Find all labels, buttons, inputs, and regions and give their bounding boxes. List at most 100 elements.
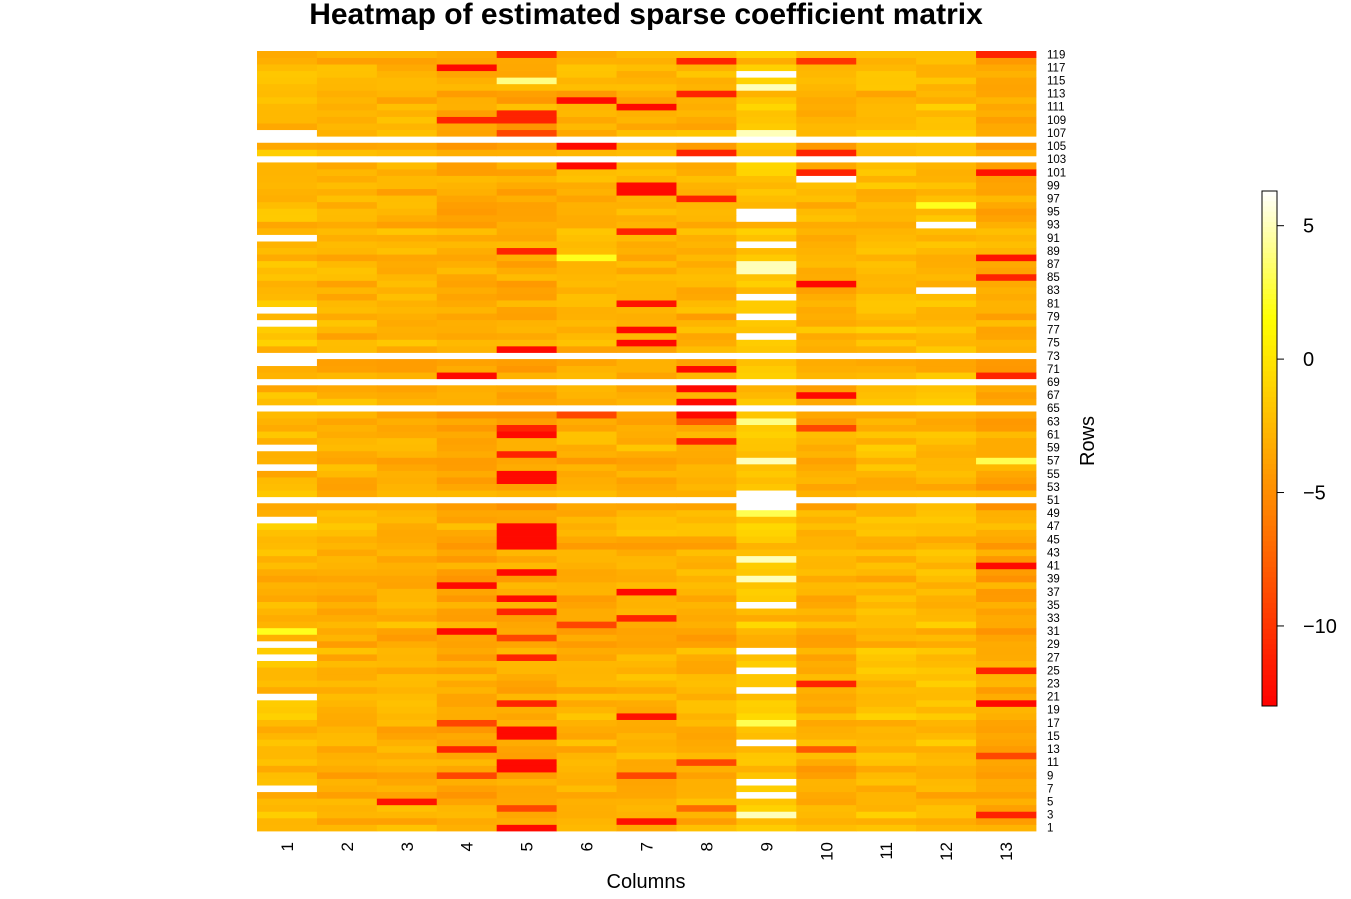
heatmap-cell [257,51,318,58]
heatmap-cell [856,713,917,720]
heatmap-cell [257,234,318,242]
heatmap-cell [976,824,1037,832]
heatmap-cell [676,64,737,72]
heatmap-cell [616,667,677,675]
heatmap-cell [556,581,617,589]
heatmap-cell [856,123,917,131]
heatmap-cell [976,306,1037,314]
heatmap-cell [676,595,737,602]
heatmap-cell [976,319,1037,327]
colorbar-swatch [1262,603,1277,609]
colorbar-swatch [1262,561,1277,568]
x-tick-label: 5 [518,842,537,851]
heatmap-cell [796,542,857,550]
heatmap-cell [916,726,977,734]
heatmap-cell [376,168,438,176]
heatmap-cell [496,772,558,779]
heatmap-cell [436,175,498,183]
heatmap-cell [496,568,558,576]
heatmap-cell [676,765,737,773]
heatmap-cell [556,824,617,832]
heatmap-cell [856,804,917,812]
heatmap-cell [616,706,677,714]
heatmap-cell [856,306,917,314]
heatmap-cell [376,752,438,760]
colorbar-border [1261,190,1278,707]
heatmap-cell [436,418,498,426]
heatmap-cell [257,129,318,137]
heatmap-cell [616,83,677,91]
y-tick-label: 93 [1047,220,1060,232]
heatmap-cell [257,516,318,524]
heatmap-cell [316,332,378,340]
heatmap-cell [616,555,677,563]
heatmap-cell [616,640,677,648]
heatmap-cell [436,509,498,517]
heatmap-cell [257,227,318,235]
heatmap-cell [736,90,797,98]
heatmap-cell [556,332,617,340]
heatmap-cell [376,575,438,583]
heatmap-cell [257,319,318,327]
heatmap-cell [436,686,498,694]
heatmap-cell [257,706,318,714]
heatmap-cell [856,142,917,150]
y-tick-label: 11 [1047,757,1059,769]
heatmap-cell [976,437,1037,445]
heatmap-cell [316,51,378,58]
heatmap-cell [676,522,737,530]
heatmap-cell [316,359,378,367]
heatmap-cell [556,345,617,353]
heatmap-cell [676,418,737,426]
heatmap-cell [916,450,977,458]
heatmap-cell [496,608,558,616]
heatmap-cell [316,673,378,681]
colorbar-swatch [1262,242,1277,249]
heatmap-cell [676,575,737,583]
heatmap-cell [376,667,438,675]
heatmap-cell [496,817,558,825]
heatmap-cell [856,149,917,157]
heatmap-cell [376,411,438,419]
heatmap-cell [976,51,1037,58]
heatmap-cell [856,254,917,262]
heatmap-cell [676,116,737,124]
heatmap-cell [856,90,917,98]
colorbar-swatch [1262,525,1277,532]
heatmap-cell [736,319,797,327]
heatmap-cell [376,319,438,327]
heatmap-cell [436,817,498,825]
heatmap-cell [496,824,558,832]
colorbar-swatch [1262,520,1277,527]
heatmap-cell [556,116,617,124]
x-tick-label: 12 [937,842,956,861]
heatmap-cell [376,313,438,321]
heatmap-cell [616,529,677,537]
heatmap-cell [496,234,558,242]
heatmap-cell [856,267,917,275]
heatmap-cell [796,673,857,681]
heatmap-cell [616,490,677,498]
heatmap-cell [736,562,797,570]
heatmap-cell [976,247,1037,255]
y-tick-labels: 1357911131517192123252729313335373941434… [1047,49,1066,834]
heatmap-cell [736,391,797,399]
heatmap-cell [736,241,797,249]
heatmap-cell [376,745,438,753]
heatmap-cell [376,601,438,609]
heatmap-cell [736,280,797,288]
y-tick-label: 61 [1047,429,1060,441]
heatmap-cell [556,457,617,465]
heatmap-cell [556,293,617,301]
colorbar-swatch [1262,443,1277,449]
heatmap-cell [856,706,917,714]
heatmap-cell [676,267,737,275]
heatmap-cell [616,745,677,753]
heatmap-cell [616,785,677,793]
heatmap-cell [496,385,558,393]
heatmap-cell [436,345,498,353]
heatmap-cell [496,424,558,432]
colorbar-swatch [1262,484,1277,491]
heatmap-cell [436,555,498,563]
heatmap-cell [976,739,1037,747]
